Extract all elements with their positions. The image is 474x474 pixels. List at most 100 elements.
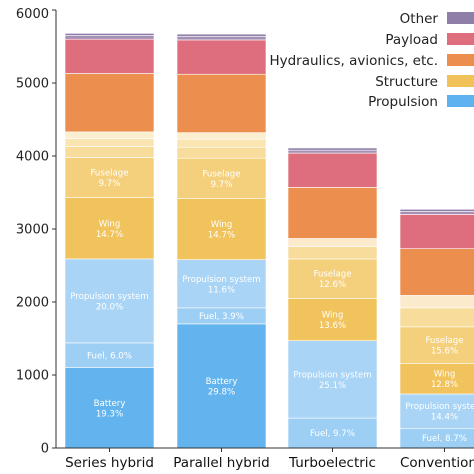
segment-label: Fuselage [425, 336, 463, 346]
segment-label: Wing [99, 219, 121, 229]
bar-segment-payload [176, 39, 267, 75]
segment-percent: 15.6% [431, 347, 458, 357]
legend-swatch [447, 54, 474, 66]
segment-label: Wing [322, 311, 344, 321]
segment-label: Fuel, 6.0% [87, 351, 132, 361]
y-tick-label: 5000 [16, 77, 49, 92]
bar-segment-payload [399, 214, 474, 250]
segment-percent: 12.6% [319, 280, 346, 290]
legend: Other Payload Hydraulics, avionics, etc. St… [269, 11, 474, 110]
bar-segment-fuselage [287, 258, 378, 299]
bar-conventional: Fuel, 8.7% Propulsion system14.4% Wing12.8… [399, 208, 474, 449]
bar-segment-fuel [64, 342, 155, 369]
y-tick-label: 4000 [16, 150, 49, 165]
segment-percent: 20.0% [96, 302, 123, 312]
bar-segment-hydraulics-avionics-etc [399, 248, 474, 296]
segment-label: Propulsion system [405, 402, 474, 412]
y-tick-label: 3000 [16, 223, 49, 238]
bar-segment-structure-other [64, 146, 155, 158]
bar-segment-propulsion-system [64, 258, 155, 344]
y-tick-label: 0 [41, 442, 49, 457]
segment-percent: 19.3% [96, 409, 123, 419]
bar-segment-wing [287, 298, 378, 341]
y-tick-label: 2000 [16, 296, 49, 311]
segment-label: Fuel, 3.9% [199, 312, 244, 322]
y-tick-label: 6000 [16, 7, 49, 22]
legend-label: Hydraulics, avionics, etc. [269, 53, 438, 69]
bar-segment-other [399, 211, 474, 215]
x-tick-label: Parallel hybrid [173, 455, 269, 471]
bar-segment-structure-other [64, 138, 155, 147]
legend-swatch [447, 95, 474, 107]
segment-percent: 14.7% [208, 231, 235, 241]
bar-segment-payload [287, 152, 378, 188]
legend-swatch [447, 33, 474, 45]
bar-segment-other [287, 147, 378, 151]
x-tick-label: Turboelectric [288, 455, 376, 471]
bar-segment-fuselage [399, 326, 474, 364]
bar-segment-fuel [287, 417, 378, 449]
segment-percent: 11.6% [208, 285, 235, 295]
bar-segment-structure-other [399, 307, 474, 328]
segment-label: Fuel, 9.7% [310, 429, 355, 439]
segment-label: Fuel, 8.7% [422, 434, 467, 444]
bar-segment-other [64, 35, 155, 40]
segment-percent: 14.4% [431, 413, 458, 423]
bar-segment-wing [399, 363, 474, 395]
bar-segment-hydraulics-avionics-etc [64, 73, 155, 133]
bar-segment-other [64, 33, 155, 36]
bar-segment-other [176, 33, 267, 37]
bar-segment-propulsion-system [176, 259, 267, 309]
bar-segment-structure-other [176, 138, 267, 148]
segment-label: Propulsion system [182, 275, 260, 285]
bar-segment-propulsion-system [399, 393, 474, 429]
segment-label: Battery [94, 399, 126, 409]
bar-segment-fuselage [64, 157, 155, 198]
bar-segment-payload [64, 38, 155, 74]
bar-segment-propulsion-system [287, 340, 378, 419]
segment-percent: 13.6% [319, 321, 346, 331]
bar-segment-wing [176, 198, 267, 260]
legend-label: Propulsion [368, 94, 438, 110]
segment-percent: 29.8% [208, 387, 235, 397]
bar-segment-other [399, 208, 474, 212]
bar-segment-fuselage [176, 157, 267, 199]
y-tick-label: 1000 [16, 369, 49, 384]
legend-label: Other [400, 11, 439, 27]
legend-swatch [447, 12, 474, 24]
bar-segment-structure-other [399, 295, 474, 309]
bar-segment-hydraulics-avionics-etc [287, 187, 378, 239]
segment-label: Fuselage [202, 169, 240, 179]
bar-segment-hydraulics-avionics-etc [176, 73, 267, 133]
bar-segment-structure-other [287, 246, 378, 260]
bar-segment-structure-other [64, 131, 155, 139]
bar-segment-battery [64, 367, 155, 449]
segment-percent: 25.1% [319, 381, 346, 391]
segment-label: Propulsion system [70, 292, 148, 302]
legend-label: Payload [385, 32, 438, 48]
bar-segment-wing [64, 197, 155, 260]
segment-label: Propulsion system [293, 370, 371, 380]
x-tick-label: Series hybrid [65, 455, 154, 471]
segment-percent: 14.7% [96, 230, 123, 240]
bar-segment-other [176, 35, 267, 41]
segment-percent: 9.7% [211, 180, 233, 190]
legend-label: Structure [375, 74, 438, 90]
bar-segment-battery [176, 323, 267, 449]
segment-label: Fuselage [313, 270, 351, 280]
bar-segment-other [287, 149, 378, 154]
bar-segment-structure-other [176, 132, 267, 140]
segment-label: Wing [211, 220, 233, 230]
segment-percent: 12.8% [431, 380, 458, 390]
bar-segment-structure-other [287, 238, 378, 247]
segment-label: Fuselage [90, 169, 128, 179]
legend-swatch [447, 75, 474, 87]
bar-segment-structure-other [176, 146, 267, 159]
segment-label: Wing [434, 370, 456, 380]
